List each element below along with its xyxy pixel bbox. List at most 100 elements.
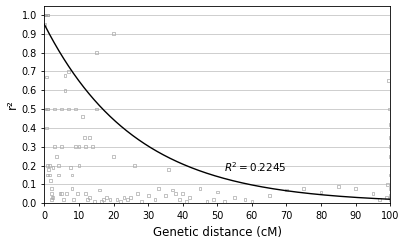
Point [67, 166, 74, 170]
Point [42, 13, 49, 17]
Point [50, 166, 56, 170]
Point [100, 197, 107, 201]
Point [45, 107, 51, 111]
Point [377, 197, 383, 201]
Point [45, 107, 51, 111]
Point [387, 194, 394, 198]
Point [42, 13, 48, 17]
Point [48, 186, 55, 190]
Point [169, 188, 176, 192]
Point [86, 135, 93, 139]
Point [197, 186, 203, 190]
Point [69, 186, 75, 190]
Point [53, 154, 60, 158]
Point [121, 196, 127, 200]
Point [43, 13, 49, 17]
Point [51, 145, 58, 149]
Point [387, 173, 394, 177]
Point [48, 197, 55, 201]
Point [43, 13, 49, 17]
Point [301, 186, 307, 190]
Point [211, 197, 217, 201]
Point [387, 145, 394, 149]
Point [58, 192, 65, 196]
Point [76, 164, 82, 168]
Point [107, 197, 113, 201]
Point [44, 164, 50, 168]
Point [387, 135, 394, 139]
Point [370, 192, 376, 196]
Point [83, 192, 89, 196]
X-axis label: Genetic distance (cM): Genetic distance (cM) [153, 226, 282, 239]
Point [214, 190, 221, 194]
Point [173, 192, 179, 196]
Point [45, 173, 51, 177]
Point [98, 199, 104, 203]
Point [48, 192, 55, 196]
Point [42, 13, 49, 17]
Point [138, 199, 145, 203]
Point [62, 88, 68, 92]
Point [179, 192, 186, 196]
Point [384, 196, 390, 200]
Point [65, 70, 72, 74]
Point [49, 196, 55, 200]
Point [318, 190, 324, 194]
Point [79, 115, 85, 119]
Point [249, 199, 255, 203]
Point [134, 192, 141, 196]
Point [41, 23, 48, 26]
Point [81, 135, 87, 139]
Point [55, 173, 62, 177]
Point [46, 164, 53, 168]
Point [62, 73, 68, 77]
Point [128, 196, 134, 200]
Point [45, 13, 51, 17]
Point [145, 194, 151, 198]
Point [57, 192, 63, 196]
Point [186, 196, 193, 200]
Point [155, 186, 162, 190]
Point [387, 196, 394, 200]
Point [45, 13, 51, 17]
Point [387, 154, 394, 158]
Point [176, 197, 183, 201]
Point [43, 75, 50, 79]
Point [221, 199, 228, 203]
Point [117, 199, 124, 203]
Point [65, 107, 72, 111]
Point [103, 196, 110, 200]
Point [84, 197, 91, 201]
Point [183, 199, 190, 203]
Point [152, 197, 158, 201]
Point [266, 194, 273, 198]
Point [47, 179, 54, 183]
Point [60, 197, 66, 201]
Point [166, 167, 172, 171]
Point [43, 126, 50, 130]
Point [74, 192, 81, 196]
Point [385, 183, 391, 186]
Point [96, 188, 103, 192]
Point [86, 196, 93, 200]
Point [76, 145, 82, 149]
Point [72, 145, 79, 149]
Point [386, 107, 393, 111]
Point [204, 199, 210, 203]
Point [386, 79, 392, 83]
Point [93, 107, 100, 111]
Point [90, 145, 96, 149]
Point [162, 194, 168, 198]
Point [352, 186, 359, 190]
Point [50, 196, 56, 200]
Point [55, 164, 62, 168]
Point [124, 197, 130, 201]
Point [110, 154, 117, 158]
Point [51, 107, 58, 111]
Point [387, 197, 394, 201]
Point [91, 199, 98, 203]
Point [110, 32, 117, 36]
Point [387, 122, 394, 126]
Point [131, 164, 138, 168]
Point [45, 167, 52, 171]
